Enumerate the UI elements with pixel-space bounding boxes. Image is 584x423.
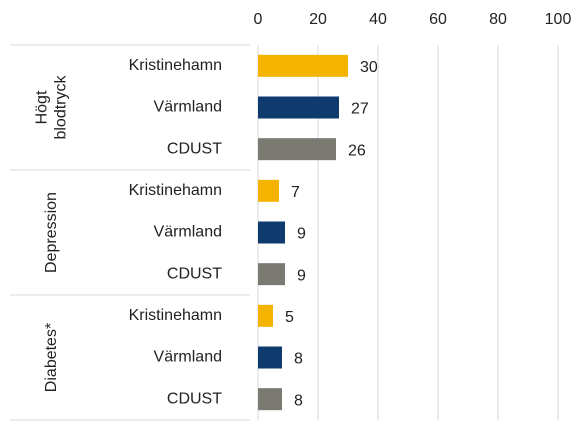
- category-label: Värmland: [154, 99, 222, 116]
- x-tick-label: 80: [489, 11, 507, 28]
- value-label: 8: [294, 392, 303, 409]
- value-label: 27: [351, 101, 369, 118]
- bar: [258, 221, 285, 244]
- category-label: Värmland: [154, 349, 222, 366]
- category-label: CDUST: [167, 265, 222, 282]
- bar: [258, 304, 273, 327]
- value-label: 7: [291, 184, 300, 201]
- value-label: 8: [294, 351, 303, 368]
- value-label: 5: [285, 309, 294, 326]
- group-label-line: Depression: [43, 192, 60, 273]
- x-tick-label: 40: [369, 11, 387, 28]
- x-tick-label: 100: [545, 11, 572, 28]
- category-label: CDUST: [167, 140, 222, 157]
- x-tick-label: 20: [309, 11, 327, 28]
- group-label: Diabetes*: [43, 323, 60, 392]
- bar: [258, 179, 279, 202]
- value-label: 9: [297, 226, 306, 243]
- value-label: 9: [297, 267, 306, 284]
- group-label: Depression: [43, 192, 60, 273]
- x-tick-label: 0: [254, 11, 263, 28]
- value-label: 30: [360, 59, 378, 76]
- value-label: 26: [348, 142, 366, 159]
- category-label: CDUST: [167, 390, 222, 407]
- category-label: Värmland: [154, 224, 222, 241]
- bar: [258, 263, 285, 286]
- bar: [258, 388, 282, 411]
- group-label-line: Högt: [34, 90, 51, 124]
- x-tick-label: 60: [429, 11, 447, 28]
- bar: [258, 96, 339, 119]
- group-label-line: Diabetes*: [43, 323, 60, 392]
- category-label: Kristinehamn: [129, 307, 222, 324]
- group-label: Högt blodtryck: [34, 74, 70, 139]
- category-label: Kristinehamn: [129, 182, 222, 199]
- group-label-line: blodtryck: [53, 74, 70, 139]
- bar: [258, 54, 348, 77]
- bar: [258, 346, 282, 369]
- bar: [258, 138, 336, 161]
- category-label: Kristinehamn: [129, 57, 222, 74]
